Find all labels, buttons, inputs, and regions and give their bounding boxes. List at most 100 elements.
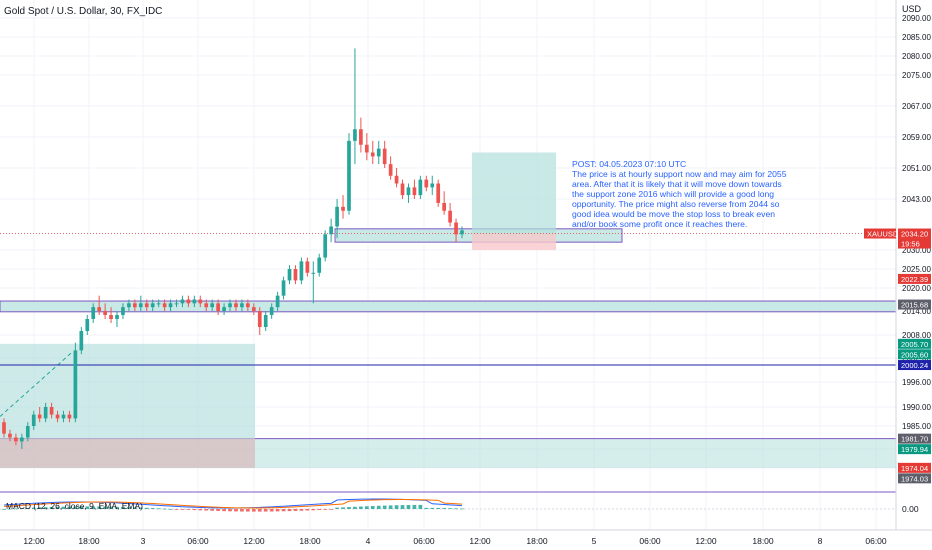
candle-body[interactable] [364,144,369,153]
candle-body[interactable] [460,230,464,235]
candle-body[interactable] [168,303,173,308]
candle-body[interactable] [79,331,84,351]
candle-body[interactable] [305,261,310,273]
candle-body[interactable] [347,140,351,211]
candle-body[interactable] [406,187,411,196]
candle-body[interactable] [275,295,280,308]
symbol-badge[interactable] [864,228,896,239]
candle-body[interactable] [91,307,96,319]
candle-body[interactable] [55,414,60,419]
candle-body[interactable] [49,407,54,415]
candle-body[interactable] [448,210,452,223]
candle-body[interactable] [14,437,18,442]
time-axis[interactable]: 12:00 18:00 3 06:00 12:00 18:00 4 06:00 12:00 18:… [23,536,887,546]
candle-body[interactable] [335,206,339,227]
candle-body[interactable] [353,129,357,141]
candle-body[interactable] [412,187,417,196]
candle-body[interactable] [138,303,143,308]
candle-body[interactable] [317,257,322,273]
candle-body[interactable] [186,299,191,304]
candle-body[interactable] [103,311,107,315]
candle-body[interactable] [8,433,12,438]
candle-body[interactable] [121,307,125,315]
candle-body[interactable] [174,303,179,305]
candle-body[interactable] [251,307,256,311]
candle-body[interactable] [269,307,274,315]
price-badge-label: 2034.20 [901,230,928,239]
candle-body[interactable] [376,148,381,157]
position-target-area[interactable] [472,152,556,234]
macd-label[interactable]: MACD (12, 26, close, 9, EMA, EMA) [6,501,143,511]
candle-body[interactable] [287,269,292,281]
macd-histogram-bar [198,509,203,511]
candle-body[interactable] [20,437,24,442]
candle-body[interactable] [109,315,113,319]
macd-histogram-bar [85,506,90,509]
candle-body[interactable] [311,272,316,274]
candle-body[interactable] [329,226,333,235]
candle-body[interactable] [204,303,209,308]
candle-body[interactable] [323,234,328,258]
time-tick-label: 18:00 [526,536,548,546]
candle-body[interactable] [299,261,304,281]
macd-histogram-bar [317,509,322,510]
macd-histogram-bar [382,505,387,509]
price-badge [898,238,931,249]
candle-body[interactable] [192,299,197,304]
candle-body[interactable] [454,222,458,235]
candle-body[interactable] [73,350,78,419]
candle-body[interactable] [430,183,435,188]
price-tick-label: 2030.00 [902,246,931,255]
candle-body[interactable] [400,183,405,196]
macd-histogram-bar [442,508,446,509]
candle-body[interactable] [97,307,102,311]
candle-body[interactable] [424,179,429,188]
candle-body[interactable] [394,175,399,184]
candle-body[interactable] [31,414,36,426]
candle-body[interactable] [156,303,161,305]
candle-body[interactable] [25,426,30,438]
candle-body[interactable] [246,303,250,308]
candle-body[interactable] [228,303,232,308]
annotation-text[interactable]: POST: 04.05.2023 07:10 UTC The price is … [572,159,787,229]
candle-body[interactable] [263,315,268,327]
candle-body[interactable] [382,148,387,165]
candle-body[interactable] [37,414,42,419]
candle-body[interactable] [133,303,137,308]
zones [0,152,897,493]
candle-body[interactable] [436,183,441,203]
candle-body[interactable] [293,269,298,281]
candle-body[interactable] [257,311,262,327]
candle-body[interactable] [198,299,203,304]
candle-body[interactable] [442,202,446,211]
prior-position-target[interactable] [0,343,255,439]
position-stop-area[interactable] [472,233,556,250]
candle-body[interactable] [162,303,167,308]
candle-body[interactable] [359,129,363,145]
candle-body[interactable] [115,315,119,319]
price-badge [898,349,931,360]
candle-body[interactable] [341,206,345,211]
candle-body[interactable] [127,303,131,308]
candle-body[interactable] [418,179,423,196]
candle-body[interactable] [388,164,393,176]
candle-body[interactable] [234,303,238,308]
candle-body[interactable] [150,303,155,308]
candle-body[interactable] [222,307,226,311]
candle-body[interactable] [85,319,90,331]
candle-body[interactable] [61,414,66,419]
candle-body[interactable] [144,303,149,308]
candle-body[interactable] [216,303,220,311]
macd-histogram-bar [335,507,339,509]
symbol-title[interactable]: Gold Spot / U.S. Dollar, 30, FX_IDC [4,6,162,17]
candle-body[interactable] [210,303,215,308]
prior-position-stop[interactable] [0,438,255,468]
candle-body[interactable] [180,299,185,304]
candle-body[interactable] [2,422,6,434]
candle-body[interactable] [281,280,286,296]
candle-body[interactable] [67,414,72,419]
candle-body[interactable] [240,303,244,308]
candle-body[interactable] [370,152,375,157]
candle-body[interactable] [43,407,48,419]
macd-histogram-bar [246,509,250,512]
